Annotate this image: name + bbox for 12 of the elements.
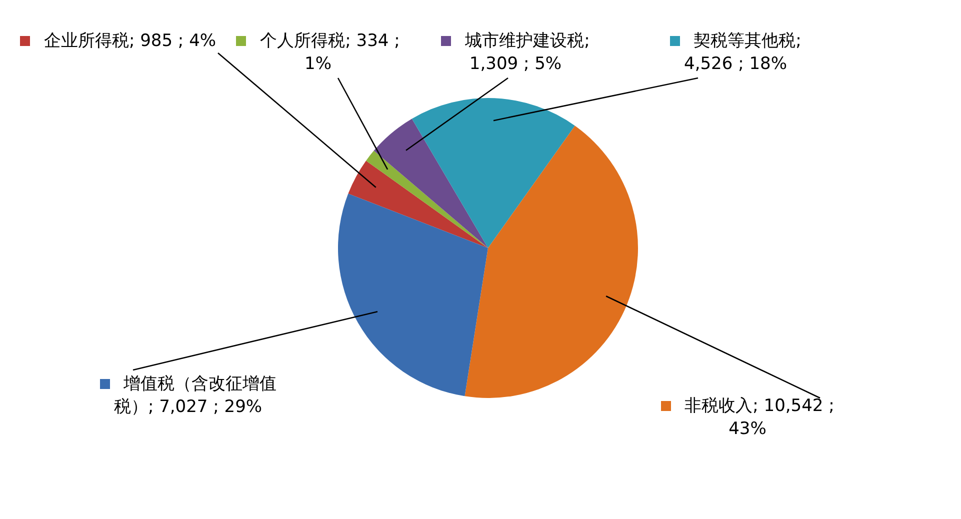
legend-label: 契税等其他税; 4,526 ; 18% <box>684 31 802 74</box>
legend-label: 增值税（含改征增值税）; 7,027 ; 29% <box>114 374 276 417</box>
pie-slice <box>348 160 488 248</box>
pie-slice <box>366 150 488 248</box>
pie-slice <box>464 126 638 398</box>
legend-label: 非税收入; 10,542 ; 43% <box>684 396 834 439</box>
pie-slice <box>338 194 488 396</box>
legend-label: 个人所得税; 334 ; 1% <box>260 31 400 74</box>
pie-slice <box>374 118 488 248</box>
legend-label: 城市维护建设税; 1,309 ; 5% <box>465 31 590 74</box>
pie-slice <box>412 98 575 248</box>
legend-label: 企业所得税; 985 ; 4% <box>44 31 216 51</box>
